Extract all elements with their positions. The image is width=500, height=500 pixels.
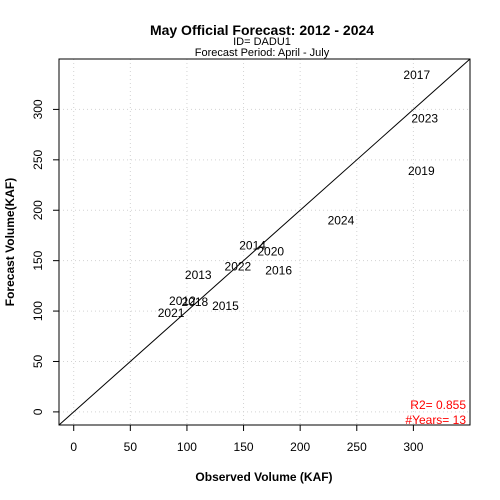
point-label-2012: 2012 — [169, 294, 196, 308]
point-label-2013: 2013 — [185, 268, 212, 282]
x-tick-label: 0 — [70, 440, 77, 454]
years-stat: #Years= 13 — [405, 413, 466, 427]
y-axis: 0 50 100 150 200 250 300 — [31, 99, 59, 415]
chart-subtitle-id: ID= DADU1 — [233, 36, 291, 48]
point-label-2019: 2019 — [408, 164, 435, 178]
x-tick-label: 150 — [234, 440, 254, 454]
x-axis: 0 50 100 150 200 250 300 — [70, 425, 424, 454]
chart-title: May Official Forecast: 2012 - 2024 — [150, 22, 374, 38]
x-tick-label: 50 — [124, 440, 138, 454]
point-label-2015: 2015 — [212, 299, 239, 313]
point-label-2017: 2017 — [403, 68, 430, 82]
grid — [59, 59, 470, 425]
x-axis-title: Observed Volume (KAF) — [195, 470, 332, 484]
y-tick-label: 200 — [31, 200, 45, 220]
y-tick-label: 100 — [31, 301, 45, 321]
y-tick-label: 0 — [31, 408, 45, 415]
one-to-one-line — [58, 58, 471, 426]
y-tick-label: 50 — [31, 354, 45, 368]
chart-subtitle-period: Forecast Period: April - July — [195, 47, 330, 59]
r2-stat: R2= 0.855 — [410, 398, 466, 412]
x-tick-label: 200 — [290, 440, 310, 454]
point-label-2023: 2023 — [411, 111, 438, 125]
y-axis-title: Forecast Volume(KAF) — [3, 178, 17, 306]
point-label-2014: 2014 — [239, 239, 266, 253]
point-labels: 2012 2013 2014 2015 2016 2017 2018 2019 2020 2021… — [158, 68, 439, 320]
point-label-2021: 2021 — [158, 306, 185, 320]
y-tick-label: 250 — [31, 149, 45, 169]
point-label-2020: 2020 — [257, 245, 284, 259]
y-tick-label: 300 — [31, 99, 45, 119]
x-tick-label: 250 — [347, 440, 367, 454]
plot-frame — [58, 58, 471, 426]
x-tick-label: 300 — [403, 440, 423, 454]
point-label-2016: 2016 — [265, 264, 292, 278]
y-tick-label: 150 — [31, 250, 45, 270]
point-label-2018: 2018 — [182, 295, 209, 309]
x-tick-label: 100 — [177, 440, 197, 454]
point-label-2024: 2024 — [328, 213, 355, 227]
point-label-2022: 2022 — [225, 260, 252, 274]
